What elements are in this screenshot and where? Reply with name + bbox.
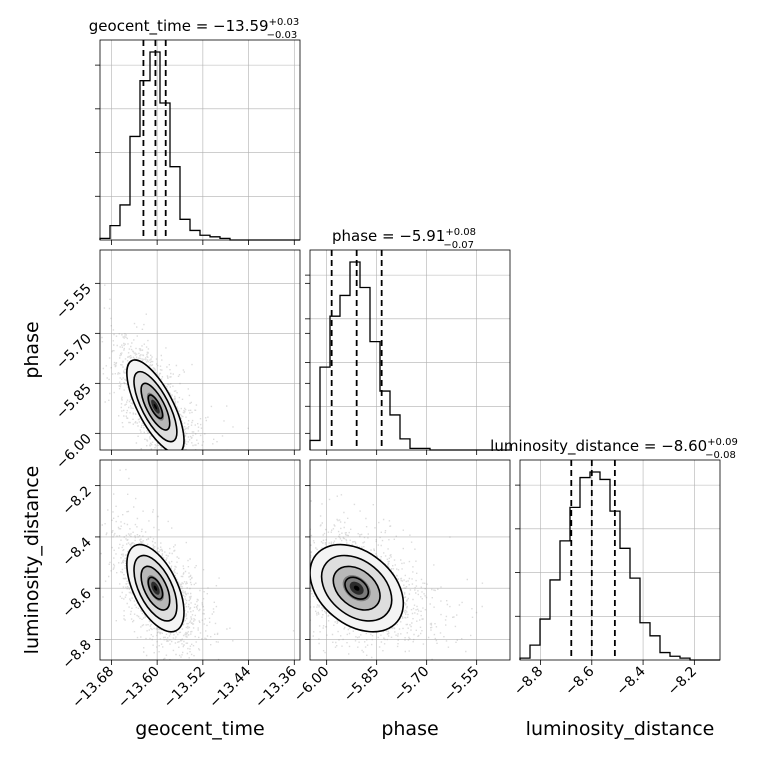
title-minus-err: −0.08 — [705, 450, 736, 461]
y-tick-label: −8.4 — [59, 534, 94, 569]
histogram-luminosity_distance — [519, 471, 720, 661]
x-tick-label: −5.55 — [441, 664, 483, 706]
x-tick-label: −13.52 — [161, 664, 209, 712]
joint-panel-phase-luminosity_distance — [309, 459, 511, 661]
title-plus-err: +0.08 — [445, 227, 476, 238]
panel-title-geocent_time: geocent_time = −13.59+0.03 — [89, 17, 299, 36]
x-tick-label: −5.85 — [341, 664, 383, 706]
histogram-phase — [309, 261, 510, 451]
title-minus-err: −0.03 — [267, 30, 298, 41]
panel-content — [100, 250, 300, 450]
x-axis-label-luminosity_distance: luminosity_distance — [526, 718, 715, 740]
x-axis-geocent_time: −13.68−13.60−13.52−13.44−13.36 geocent_ti… — [69, 240, 300, 740]
contour-line — [140, 565, 171, 611]
hist-frame — [99, 39, 301, 241]
hist-frame — [519, 459, 721, 661]
joint-frame — [99, 249, 301, 451]
hist-panel-luminosity_distance: luminosity_distance = −8.60+0.09−0.08 — [490, 437, 738, 661]
panel-content — [310, 460, 510, 660]
density-level — [353, 585, 360, 591]
contour-line — [310, 543, 405, 633]
contour-line — [133, 370, 178, 443]
x-tick-label: −8.4 — [614, 663, 649, 698]
contour-line — [344, 576, 370, 600]
contour-line — [126, 359, 185, 450]
y-tick-label: −6.00 — [53, 431, 95, 473]
joint-frame — [99, 459, 301, 661]
x-tick-label: −8.2 — [665, 664, 700, 699]
histogram-geocent_time — [99, 51, 300, 241]
x-tick-label: −13.68 — [69, 664, 117, 712]
x-tick-label: −8.6 — [562, 663, 597, 698]
joint-panel-geocent_time-luminosity_distance — [99, 459, 301, 661]
joint-panel-geocent_time-phase — [99, 249, 301, 451]
density-level — [153, 403, 158, 410]
contour-line — [147, 576, 164, 600]
contour-line — [126, 543, 185, 633]
x-tick-label: −6.00 — [291, 664, 333, 706]
contour-line — [332, 565, 381, 611]
y-axis-label-luminosity_distance: luminosity_distance — [21, 466, 43, 655]
x-axis-luminosity_distance: −8.8 −8.6 −8.4 −8.2 luminosity_distance — [511, 660, 714, 740]
title-plus-err: +0.03 — [269, 17, 300, 28]
hist-panel-phase: phase = −5.91+0.08−0.07 — [305, 227, 511, 451]
title-value: luminosity_distance = −8.60 — [490, 437, 707, 456]
y-tick-label: −8.2 — [59, 483, 94, 518]
panel-content — [100, 460, 300, 660]
x-axis-label-phase: phase — [381, 718, 438, 740]
x-tick-label: −13.36 — [252, 663, 300, 711]
density-level — [153, 585, 158, 591]
joint-frame — [309, 459, 511, 661]
contour-line — [320, 554, 393, 622]
hist-frame — [309, 249, 511, 451]
title-value: geocent_time = −13.59 — [89, 17, 269, 36]
x-tick-label: −13.60 — [115, 664, 163, 712]
x-tick-label: −13.44 — [206, 663, 254, 711]
y-axis-label-phase: phase — [21, 321, 43, 378]
y-tick-label: −5.85 — [53, 381, 95, 423]
panel-title-luminosity_distance: luminosity_distance = −8.60+0.09 — [490, 437, 738, 456]
y-tick-label: −8.8 — [59, 637, 94, 672]
title-plus-err: +0.09 — [707, 437, 738, 448]
panel-title-phase: phase = −5.91+0.08 — [332, 227, 476, 245]
x-tick-label: −5.70 — [391, 664, 433, 706]
x-axis-label-geocent_time: geocent_time — [135, 718, 264, 740]
contour-line — [133, 554, 178, 622]
y-tick-label: −8.6 — [59, 586, 94, 621]
x-tick-label: −8.8 — [511, 664, 546, 699]
contour-line — [147, 394, 164, 420]
title-value: phase = −5.91 — [332, 227, 445, 245]
y-tick-label: −5.70 — [53, 331, 95, 373]
contour-line — [140, 382, 171, 431]
hist-panel-geocent_time: geocent_time = −13.59+0.03−0.03 — [89, 17, 301, 241]
y-tick-label: −5.55 — [53, 281, 95, 323]
title-minus-err: −0.07 — [443, 240, 474, 251]
